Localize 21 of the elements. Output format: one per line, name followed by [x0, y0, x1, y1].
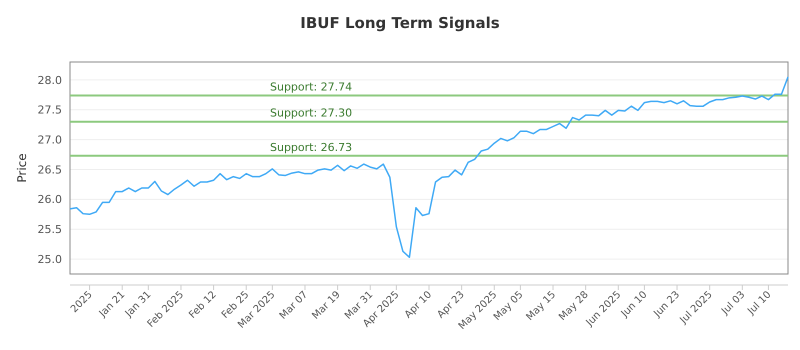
chart-title: IBUF Long Term Signals: [300, 14, 500, 32]
y-tick-label: 26.5: [38, 163, 62, 176]
y-tick-label: 27.5: [38, 104, 62, 117]
line-series: [69, 76, 789, 258]
ref-line-label: Support: 27.30: [270, 106, 352, 120]
y-tick-label: 27.0: [38, 133, 62, 146]
x-tick-label: Apr 10: [402, 289, 434, 321]
x-tick-label: Mar 19: [310, 289, 343, 322]
x-tick-label: Jun 10: [618, 289, 650, 320]
ref-line-label: Support: 27.74: [270, 80, 352, 94]
x-tick-label: Jul 03: [719, 289, 748, 318]
x-tick-label: Mar 07: [278, 289, 310, 322]
x-tick-label: Jan 31: [122, 289, 154, 320]
y-tick-label: 25.5: [38, 223, 62, 236]
y-axis-title: Price: [15, 153, 29, 183]
x-tick-label: Jul 10: [745, 289, 774, 318]
y-tick-label: 25.0: [38, 252, 62, 266]
x-tick-label: Feb 12: [187, 289, 219, 321]
y-tick-label: 28.0: [38, 74, 62, 87]
ref-line-label: Support: 26.73: [270, 140, 352, 154]
y-tick-label: 26.0: [38, 193, 62, 206]
